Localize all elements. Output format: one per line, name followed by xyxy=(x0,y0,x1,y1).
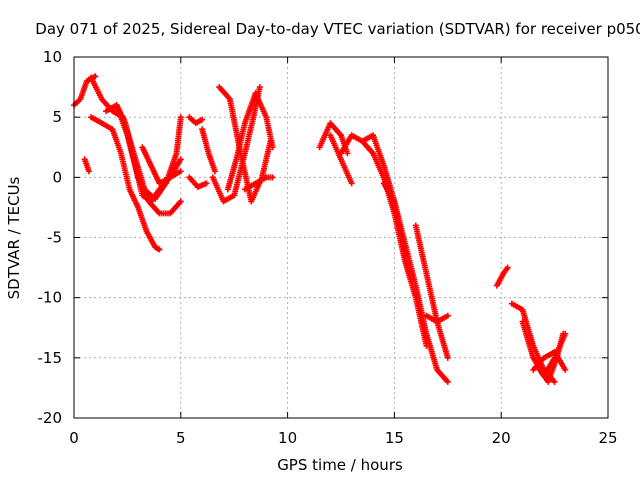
data-point xyxy=(177,198,184,205)
series-trace-22 xyxy=(493,264,511,289)
y-axis-label: SDTVAR / TECUs xyxy=(5,176,23,299)
series-trace-21 xyxy=(423,312,451,325)
y-tick-label: -10 xyxy=(38,289,63,307)
grid-lines xyxy=(74,57,608,418)
data-point xyxy=(504,264,511,271)
data-point xyxy=(269,144,276,151)
data-point xyxy=(551,378,558,385)
series-trace-3 xyxy=(88,114,163,253)
data-point xyxy=(203,180,210,187)
y-tick-label: 0 xyxy=(52,168,62,186)
series-trace-8 xyxy=(186,114,206,127)
y-tick-label: -20 xyxy=(38,409,63,427)
x-tick-labels: 0 5 10 15 20 25 xyxy=(69,429,617,447)
data-point xyxy=(177,156,184,163)
y-tick-label: 5 xyxy=(52,108,62,126)
data-point xyxy=(85,168,92,175)
data-point xyxy=(348,180,355,187)
x-tick-label: 20 xyxy=(492,429,511,447)
data-point xyxy=(177,114,184,121)
y-tick-labels: -20 -15 -10 -5 0 5 10 xyxy=(38,48,63,427)
data-point xyxy=(562,366,569,373)
series-trace-20 xyxy=(412,222,451,361)
data-point xyxy=(199,116,206,123)
series-trace-9 xyxy=(186,174,210,190)
data-point xyxy=(560,330,567,337)
series-trace-19 xyxy=(380,180,451,385)
series-trace-5 xyxy=(113,102,184,217)
plot-frame xyxy=(73,56,609,419)
chart-title: Day 071 of 2025, Sidereal Day-to-day VTE… xyxy=(35,20,640,38)
y-tick-label: -15 xyxy=(38,349,63,367)
data-points xyxy=(71,73,569,385)
data-point xyxy=(444,354,451,361)
data-point xyxy=(344,150,351,157)
data-point xyxy=(156,246,163,253)
data-point xyxy=(211,168,218,175)
series-trace-6 xyxy=(139,144,184,187)
data-point xyxy=(92,73,99,80)
series-trace-10 xyxy=(199,126,218,175)
data-point xyxy=(269,174,276,181)
x-tick-label: 10 xyxy=(278,429,297,447)
y-tick-label: 10 xyxy=(43,48,62,66)
series-trace-1 xyxy=(71,73,99,109)
x-tick-label: 25 xyxy=(598,429,617,447)
data-point xyxy=(177,168,184,175)
data-point xyxy=(444,378,451,385)
x-tick-label: 0 xyxy=(69,429,79,447)
series-trace-2 xyxy=(88,74,184,202)
series-trace-7 xyxy=(81,156,92,175)
x-tick-label: 15 xyxy=(385,429,404,447)
series-trace-26 xyxy=(536,330,567,385)
series-trace-14 xyxy=(241,174,276,193)
series-trace-13 xyxy=(224,90,276,193)
x-axis-label: GPS time / hours xyxy=(277,456,403,474)
data-point xyxy=(444,312,451,319)
x-tick-label: 5 xyxy=(176,429,186,447)
y-tick-label: -5 xyxy=(47,229,62,247)
data-point xyxy=(256,84,263,91)
series-trace-15 xyxy=(316,120,351,157)
series-trace-16 xyxy=(327,132,355,187)
